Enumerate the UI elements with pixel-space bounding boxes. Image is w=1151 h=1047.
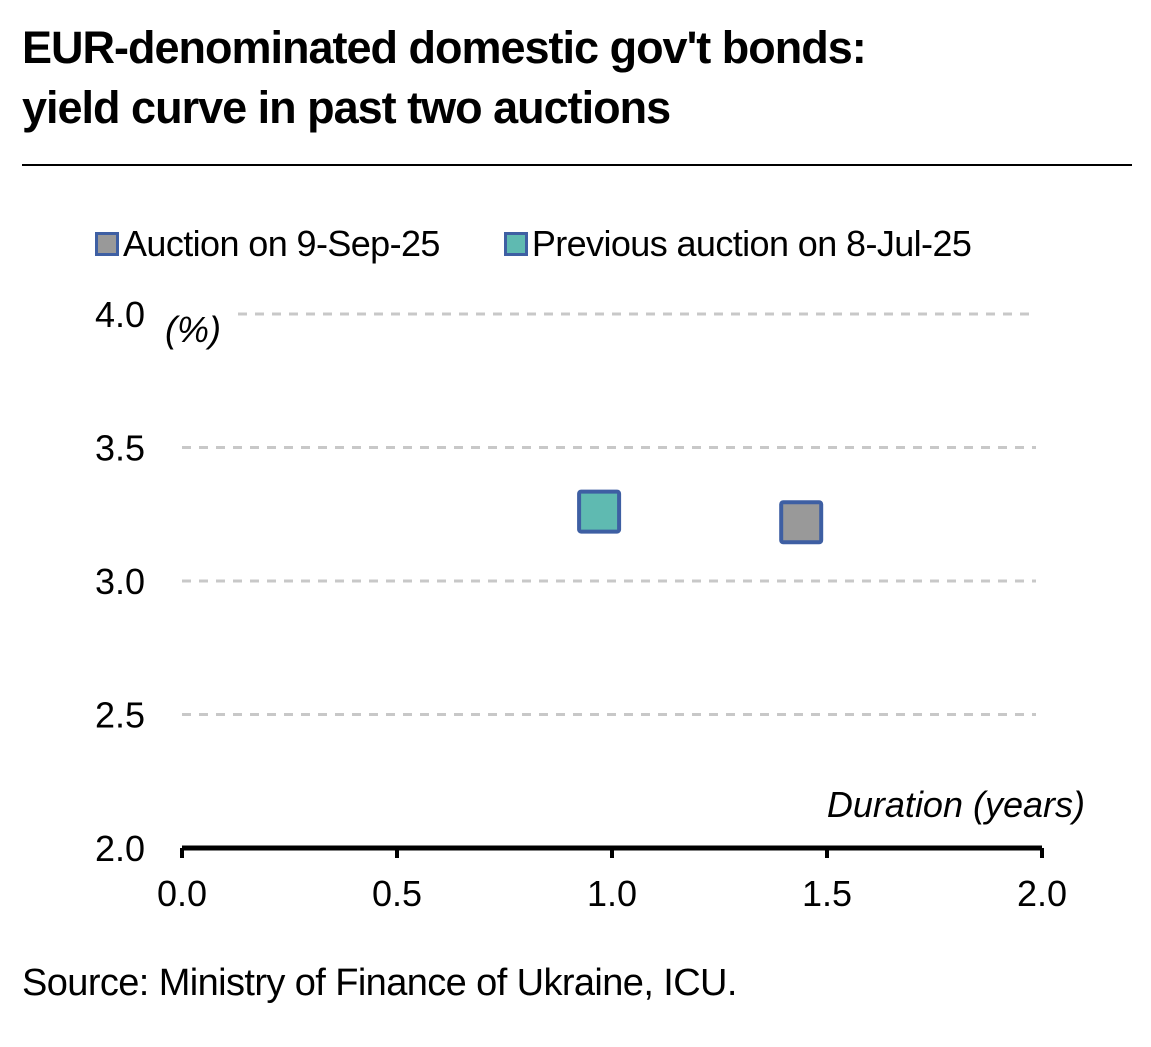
y-axis-title: (%) xyxy=(165,309,221,350)
x-tick-label: 1.0 xyxy=(587,873,637,914)
data-points xyxy=(577,489,824,545)
y-tick-label: 2.0 xyxy=(95,828,145,869)
legend-item-current: Auction on 9-Sep-25 xyxy=(95,223,440,265)
legend-swatch-current xyxy=(95,232,119,256)
y-tick-label: 2.5 xyxy=(95,695,145,736)
chart-title: EUR-denominated domestic gov't bonds: yi… xyxy=(22,18,1132,138)
legend-swatch-previous xyxy=(503,232,528,256)
x-axis-ticks: 0.0 0.5 1.0 1.5 2.0 xyxy=(157,873,1067,914)
y-tick-label: 3.0 xyxy=(95,561,145,602)
source-note: Source: Ministry of Finance of Ukraine, … xyxy=(22,962,737,1004)
title-divider xyxy=(22,164,1132,166)
legend-label-previous: Previous auction on 8-Jul-25 xyxy=(531,223,972,264)
chart-title-line-2: yield curve in past two auctions xyxy=(22,82,671,133)
legend-item-previous: Previous auction on 8-Jul-25 xyxy=(503,223,972,265)
y-tick-label: 4.0 xyxy=(95,294,145,335)
x-axis xyxy=(180,845,1044,858)
data-point-series-1-0 xyxy=(577,489,622,534)
x-tick-label: 2.0 xyxy=(1017,873,1067,914)
grid-lines xyxy=(182,312,1036,716)
chart-title-line-1: EUR-denominated domestic gov't bonds: xyxy=(22,22,867,73)
x-axis-title: Duration (years) xyxy=(827,784,1085,825)
legend-label-current: Auction on 9-Sep-25 xyxy=(123,223,440,264)
x-tick-label: 0.0 xyxy=(157,873,207,914)
y-tick-label: 3.5 xyxy=(95,428,145,469)
x-tick-label: 0.5 xyxy=(372,873,422,914)
chart-legend: Auction on 9-Sep-25 Previous auction on … xyxy=(95,222,1035,266)
y-axis-ticks: 2.0 2.5 3.0 3.5 4.0 xyxy=(95,294,145,869)
x-tick-label: 1.5 xyxy=(802,873,852,914)
data-point-series-0-0 xyxy=(779,500,824,545)
